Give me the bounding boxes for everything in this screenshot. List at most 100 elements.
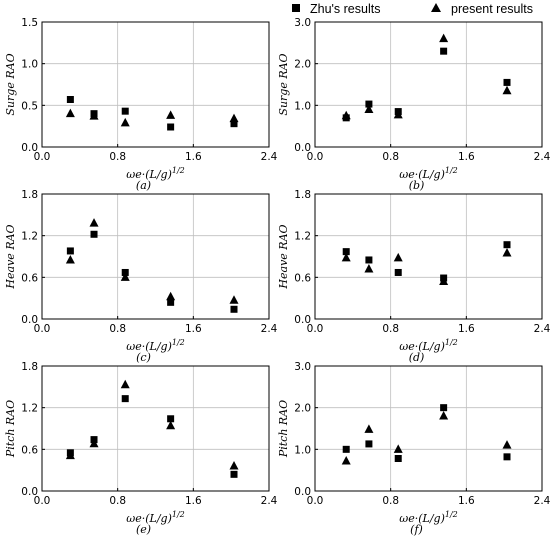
panel-label: (d) (409, 351, 425, 364)
data-point-zhu (121, 395, 129, 403)
y-tick-label: 1.2 (21, 231, 38, 243)
y-tick-label: 0.6 (21, 272, 38, 284)
x-axis-label-base: ωe·(L/g) (126, 340, 172, 353)
x-axis-label-exponent: 1/2 (172, 510, 185, 519)
y-tick-label: 1.8 (21, 189, 38, 201)
data-point-zhu (440, 47, 448, 55)
y-axis-label: Surge RAO (4, 53, 17, 115)
plot-frame (41, 21, 270, 148)
y-tick-label: 1.8 (21, 361, 38, 373)
data-point-present (364, 104, 374, 113)
x-tick-label: 2.4 (261, 323, 278, 335)
y-axis-label: Heave RAO (277, 224, 290, 289)
data-point-present (120, 117, 130, 127)
data-point-zhu (167, 298, 175, 306)
data-point-present (120, 272, 130, 281)
x-axis-label-base: ωe·(L/g) (399, 512, 445, 525)
x-axis-label: ωe·(L/g)1/2 (399, 338, 458, 353)
data-point-zhu (66, 247, 74, 255)
x-tick-label: 2.4 (261, 495, 278, 507)
data-point-present (393, 444, 403, 453)
y-tick-label: 0.6 (21, 444, 38, 456)
data-point-present (229, 461, 239, 470)
x-axis-label-exponent: 1/2 (445, 338, 458, 347)
data-point-zhu (230, 120, 238, 128)
x-axis-label-base: ωe·(L/g) (399, 340, 445, 353)
y-tick-label: 1.2 (294, 231, 311, 243)
x-tick-label: 1.6 (185, 495, 202, 507)
data-point-present (65, 108, 75, 118)
legend: Zhu's results present results (292, 2, 533, 16)
legend-label-zhu: Zhu's results (310, 2, 380, 16)
panel-label: (b) (409, 179, 425, 192)
x-tick-label: 0.8 (109, 323, 126, 335)
chart-panel-f: 0.0 0.8 1.6 2.4 0.0 1.0 2.0 3.0 Pitch RAO ωe·(L/g… (277, 361, 550, 536)
data-point-present (502, 248, 512, 257)
x-axis-label-base: ωe·(L/g) (399, 168, 445, 181)
x-axis-label-exponent: 1/2 (172, 338, 185, 347)
plot-frame (41, 365, 270, 492)
y-tick-label: 0.0 (294, 142, 311, 154)
data-point-zhu (66, 96, 74, 103)
y-tick-label: 1.5 (21, 17, 38, 29)
data-point-present (341, 252, 351, 262)
y-tick-label: 2.0 (294, 403, 311, 415)
x-tick-label: 0.0 (307, 323, 324, 335)
data-point-present (393, 252, 403, 262)
x-tick-label: 1.6 (458, 495, 475, 507)
data-point-zhu (342, 445, 350, 453)
legend-label-present: present results (451, 2, 533, 16)
x-axis-label: ωe·(L/g)1/2 (126, 338, 185, 353)
chart-panel-e: 0.0 0.8 1.6 2.4 0.0 0.6 1.2 1.8 Pitch RAO ωe·(L/g… (4, 361, 278, 536)
data-point-zhu (230, 305, 238, 313)
x-tick-label: 2.4 (534, 151, 550, 163)
data-point-zhu (365, 440, 373, 448)
x-tick-label: 0.8 (382, 495, 399, 507)
y-tick-label: 1.0 (294, 100, 311, 112)
y-tick-label: 0.0 (294, 486, 311, 498)
y-tick-label: 0.6 (294, 272, 311, 284)
data-point-present (393, 109, 403, 119)
data-point-present (502, 85, 512, 95)
x-tick-label: 0.8 (382, 151, 399, 163)
x-axis-label: ωe·(L/g)1/2 (126, 166, 185, 181)
x-tick-label: 0.8 (109, 495, 126, 507)
x-axis-label: ωe·(L/g)1/2 (399, 510, 458, 525)
panel-label: (a) (136, 179, 151, 192)
y-axis-label: Surge RAO (277, 53, 290, 115)
data-point-zhu (342, 248, 350, 256)
y-tick-label: 3.0 (294, 17, 311, 29)
x-tick-label: 2.4 (534, 495, 550, 507)
x-axis-label-base: ωe·(L/g) (126, 512, 172, 525)
data-point-present (439, 276, 449, 285)
x-tick-label: 1.6 (185, 151, 202, 163)
data-point-zhu (503, 78, 511, 86)
data-point-present (166, 110, 176, 119)
plot-frame (314, 21, 543, 148)
plot-frame (314, 365, 543, 492)
data-point-present (65, 450, 75, 460)
data-point-present (166, 420, 176, 430)
data-point-present (89, 111, 99, 120)
y-tick-label: 0.5 (21, 100, 38, 112)
data-point-zhu (121, 107, 129, 115)
data-point-zhu (503, 453, 511, 461)
data-point-present (229, 295, 239, 304)
x-axis-label-base: ωe·(L/g) (126, 168, 172, 181)
y-tick-label: 1.0 (21, 59, 38, 71)
legend-triangle-marker (431, 3, 441, 12)
x-axis-label-exponent: 1/2 (445, 510, 458, 519)
x-tick-label: 1.6 (458, 151, 475, 163)
data-point-present (229, 113, 239, 123)
x-tick-label: 2.4 (534, 323, 550, 335)
x-tick-label: 0.0 (34, 151, 51, 163)
data-point-present (439, 33, 449, 43)
data-point-present (65, 254, 75, 264)
chart-panel-a: 0.0 0.8 1.6 2.4 0.0 0.5 1.0 1.5 Surge RAO ωe·(L/g… (4, 17, 278, 192)
data-point-zhu (365, 100, 373, 108)
x-axis-label: ωe·(L/g)1/2 (399, 166, 458, 181)
x-tick-label: 2.4 (261, 151, 278, 163)
x-tick-label: 1.6 (458, 323, 475, 335)
data-point-zhu (230, 470, 238, 478)
